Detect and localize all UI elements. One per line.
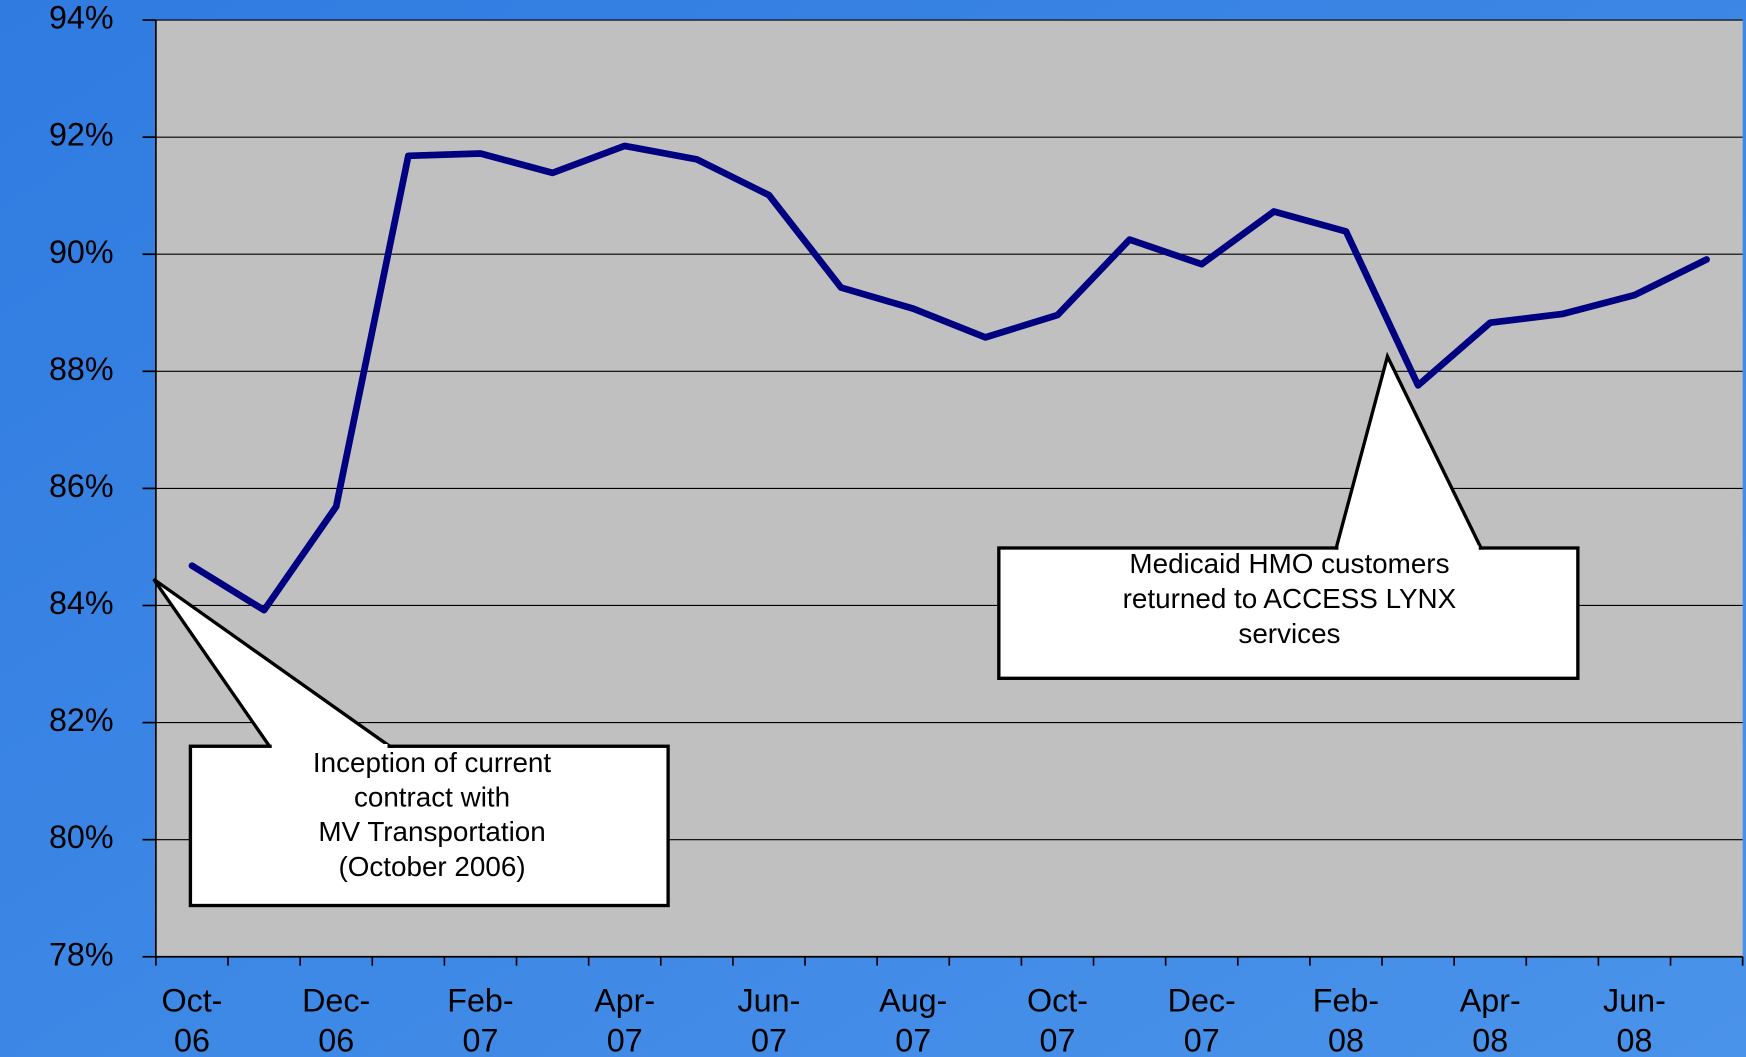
y-tick-label: 94% <box>49 0 114 36</box>
x-tick-label: Feb-07 <box>447 982 513 1057</box>
callout-box <box>188 744 670 908</box>
y-tick-label: 86% <box>49 468 114 504</box>
callout: Medicaid HMO customers returned to ACCESS… <box>997 351 1580 680</box>
y-tick-label: 84% <box>49 585 114 621</box>
x-tick-label: Dec-06 <box>302 982 370 1057</box>
callout-box <box>997 546 1580 680</box>
x-tick-label: Apr-07 <box>594 982 655 1057</box>
annotation: Inception of current contract with MV Tran… <box>313 748 551 883</box>
callout: Inception of current contract with MV Tran… <box>152 577 670 908</box>
x-tick-label: Oct-07 <box>1027 982 1088 1057</box>
y-tick-label: 78% <box>49 936 114 972</box>
y-tick-label: 90% <box>49 234 114 270</box>
x-tick-label: Feb-08 <box>1313 982 1379 1057</box>
x-tick-label: Apr-08 <box>1460 982 1521 1057</box>
data-line <box>188 142 1710 614</box>
annotation: Medicaid HMO customers returned to ACCESS… <box>1123 548 1457 649</box>
y-tick-label: 88% <box>49 351 114 387</box>
y-tick-label: 92% <box>49 117 114 153</box>
x-tick-label: Dec-07 <box>1168 982 1236 1057</box>
x-tick-label: Jun-07 <box>738 982 801 1057</box>
x-tick-label: Oct-06 <box>161 982 222 1057</box>
x-tick-label: Aug-07 <box>879 982 947 1057</box>
x-tick-label: Jun-08 <box>1603 982 1666 1057</box>
y-tick-label: 82% <box>49 702 114 738</box>
y-tick-label: 80% <box>49 819 114 855</box>
